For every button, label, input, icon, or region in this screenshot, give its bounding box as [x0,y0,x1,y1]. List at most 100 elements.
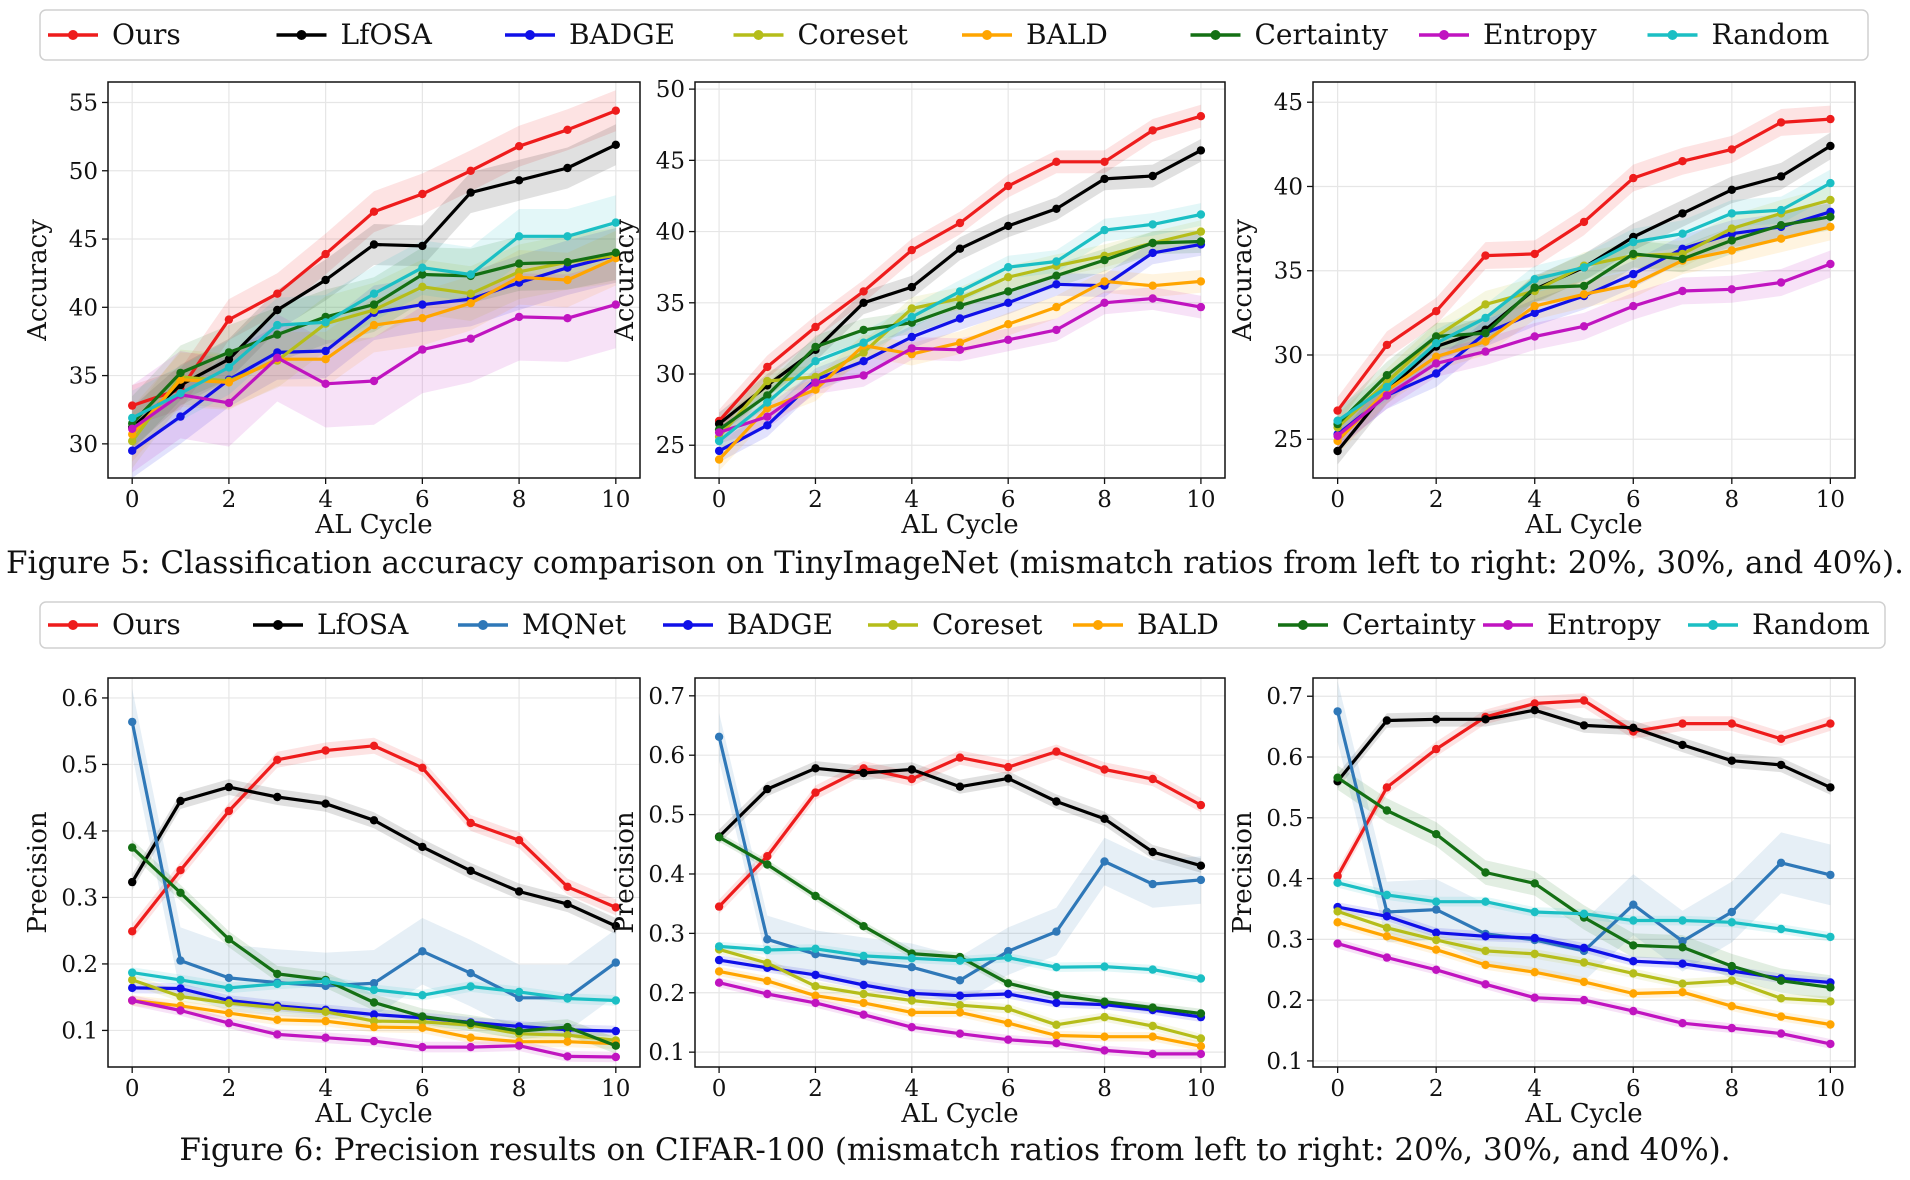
data-point-bald [714,455,724,464]
data-point-lfosa [466,866,475,875]
data-point-badge [321,346,330,356]
data-point-random [907,954,916,963]
data-point-ours [1382,340,1392,350]
data-point-certainty [1678,943,1687,952]
data-point-lfosa [811,764,820,773]
data-point-ours [811,322,820,332]
data-point-bald [1678,988,1687,997]
data-point-entropy [128,996,137,1005]
data-point-coreset [1196,1034,1206,1043]
legend-item-bald: BALD [1073,608,1219,641]
data-point-certainty [811,342,820,352]
data-point-ours [1776,734,1786,743]
data-point-certainty [1052,271,1061,280]
data-point-entropy [1004,335,1013,344]
x-tick-label: 0 [1330,487,1345,513]
data-point-lfosa [128,877,137,887]
data-point-entropy [859,371,868,380]
data-point-coreset [1826,195,1835,205]
data-point-mqnet [1333,707,1342,716]
axes-frame [107,677,641,1068]
data-point-certainty [1382,371,1392,380]
data-point-certainty [176,888,185,897]
data-point-lfosa [1148,171,1157,181]
data-point-random [563,232,572,241]
data-point-bald [859,998,868,1008]
data-point-entropy [128,424,137,433]
data-point-certainty [1826,983,1835,992]
band-entropy [1337,938,1831,1049]
data-point-ours [1579,696,1589,705]
data-point-lfosa [273,792,282,802]
data-point-coreset [273,1003,282,1012]
data-point-lfosa [1196,861,1206,870]
data-point-badge [955,314,965,323]
x-axis-label: AL Cycle [900,510,1018,540]
data-point-lfosa [859,768,868,778]
data-point-bald [1432,352,1441,361]
data-point-ours [1196,112,1206,121]
data-point-entropy [1727,1023,1737,1033]
x-tick-label: 2 [222,1076,237,1102]
band-badge [719,233,1201,463]
data-point-coreset [763,958,772,968]
data-point-coreset [1629,969,1638,978]
x-tick-label: 10 [1816,487,1845,513]
data-point-random [1678,916,1687,925]
data-point-mqnet [1776,858,1786,867]
legend-label-coreset: Coreset [798,18,909,51]
data-point-lfosa [1629,723,1638,732]
x-tick-label: 2 [1429,487,1444,513]
data-point-ours [763,852,772,861]
series-random [1333,178,1835,425]
series-badge [1333,902,1835,987]
axes-frame [1312,81,1856,479]
data-point-ours [859,287,868,296]
series-ours [128,741,620,936]
series-certainty [1333,212,1835,429]
y-tick-label: 0.1 [1266,1049,1303,1075]
data-point-ours [1678,719,1687,728]
data-point-entropy [1148,294,1157,303]
data-point-entropy [811,998,820,1008]
legend-frame [39,601,1886,649]
data-point-lfosa [955,782,965,791]
data-point-entropy [1432,359,1441,368]
data-point-lfosa [1148,847,1157,857]
x-tick-label: 0 [712,1076,727,1102]
data-point-coreset [907,996,916,1005]
data-point-certainty [128,843,137,852]
data-point-ours [1196,800,1206,810]
y-tick-label: 0.3 [648,921,685,947]
data-point-certainty [1148,1003,1157,1012]
data-point-certainty [1052,990,1061,1000]
data-point-coreset [811,982,820,991]
data-point-ours [1004,762,1013,772]
data-point-coreset [1333,907,1342,916]
data-point-entropy [514,312,524,322]
data-point-lfosa [369,240,379,249]
data-point-entropy [1382,953,1392,962]
data-point-bald [1776,1012,1786,1021]
data-point-ours [907,245,916,255]
data-point-bald [1481,960,1490,970]
legend-marker-random [1667,30,1678,40]
data-point-bald [1579,290,1589,299]
data-point-bald [466,1033,475,1042]
data-point-entropy [1333,431,1342,441]
data-point-badge [1579,943,1589,953]
data-point-entropy [1727,285,1737,294]
data-point-random [418,263,427,272]
data-point-badge [859,357,868,366]
data-point-random [563,994,572,1003]
data-point-entropy [1196,302,1206,312]
data-point-ours [1100,765,1109,774]
data-point-lfosa [907,282,916,292]
y-tick-label: 0.6 [648,743,685,769]
y-axis-label: Precision [23,811,53,933]
legend-figure-5: Ours LfOSA BADGE Coreset BALD Certainty Entrop… [39,9,1869,61]
data-point-entropy [1826,1039,1835,1049]
data-point-entropy [466,1042,475,1052]
data-point-ours [321,746,330,755]
data-point-entropy [763,412,772,421]
